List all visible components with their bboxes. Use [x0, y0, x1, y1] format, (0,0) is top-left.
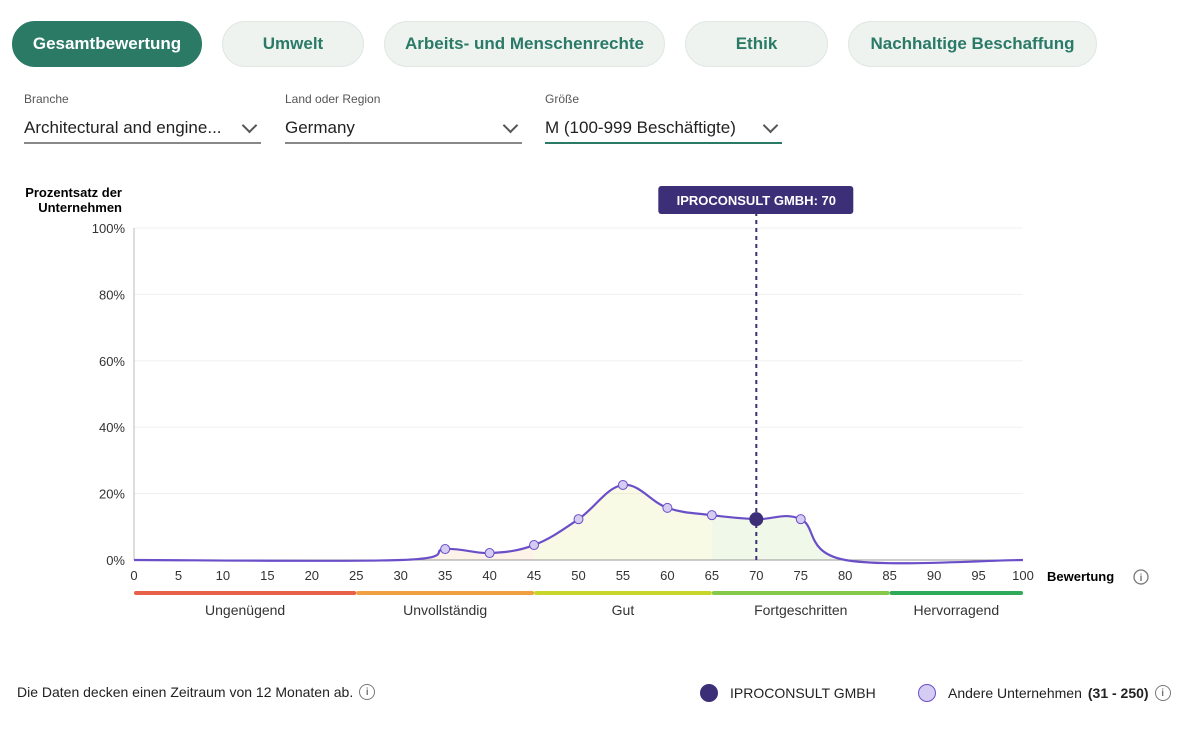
data-point [617, 479, 628, 490]
tab-nachhaltige-beschaffung[interactable]: Nachhaltige Beschaffung [848, 21, 1097, 67]
tab-arbeits-menschenrechte[interactable]: Arbeits- und Menschenrechte [384, 21, 665, 67]
legend-others-label: Andere Unternehmen [948, 685, 1082, 701]
rating-band-label: Ungenügend [205, 602, 285, 618]
legend-company: IPROCONSULT GMBH [700, 684, 876, 702]
y-tick-label: 100% [92, 221, 126, 236]
company-data-point [749, 512, 764, 527]
groesse-select[interactable]: M (100-999 Beschäftigte) [545, 114, 782, 144]
land-label: Land oder Region [285, 92, 381, 106]
x-tick-label: 100 [1012, 568, 1034, 583]
tab-umwelt[interactable]: Umwelt [222, 21, 364, 67]
info-icon[interactable]: i [359, 684, 376, 700]
area-band-fill [534, 484, 712, 560]
x-tick-label: 85 [882, 568, 896, 583]
x-tick-label: 10 [216, 568, 230, 583]
data-point [573, 514, 584, 525]
y-tick-label: 40% [99, 420, 125, 435]
y-tick-label: 80% [99, 287, 125, 302]
distribution-line [133, 483, 1024, 565]
land-select[interactable]: Germany [285, 114, 522, 144]
branche-filter: Branche Architectural and engine... [24, 92, 261, 144]
branche-value: Architectural and engine... [24, 118, 222, 137]
data-point [529, 540, 540, 551]
tab-ethik[interactable]: Ethik [685, 21, 828, 67]
legend-company-label: IPROCONSULT GMBH [730, 685, 876, 701]
x-tick-label: 45 [527, 568, 541, 583]
x-tick-label: 55 [616, 568, 630, 583]
rating-band-label: Hervorragend [914, 602, 1000, 618]
legend-others-range: (31 - 250) [1087, 685, 1149, 701]
y-tick-label: 20% [99, 487, 125, 502]
groesse-label: Größe [545, 92, 580, 106]
x-tick-label: 50 [571, 568, 585, 583]
y-axis-title: Prozentsatz der [25, 185, 122, 200]
x-tick-label: 25 [349, 568, 363, 583]
x-tick-label: 0 [130, 568, 137, 583]
x-tick-label: 5 [175, 568, 182, 583]
data-point [440, 544, 451, 555]
data-point [795, 514, 806, 525]
data-point [484, 548, 495, 559]
x-tick-label: 65 [705, 568, 719, 583]
x-axis-title: Bewertung [1047, 569, 1114, 584]
x-tick-label: 20 [305, 568, 319, 583]
rating-band-label: Gut [612, 602, 635, 618]
x-tick-label: 30 [393, 568, 407, 583]
info-icon[interactable]: i [1154, 685, 1171, 701]
y-axis-title: Unternehmen [38, 200, 122, 215]
x-tick-label: 90 [927, 568, 941, 583]
branche-select[interactable]: Architectural and engine... [24, 114, 261, 144]
x-tick-label: 60 [660, 568, 674, 583]
branche-label: Branche [24, 92, 69, 106]
data-point [706, 510, 717, 521]
legend-others-dot [918, 684, 936, 702]
y-tick-label: 60% [99, 354, 125, 369]
x-tick-label: 95 [971, 568, 985, 583]
x-tick-label: 70 [749, 568, 763, 583]
data-point [662, 502, 673, 513]
y-tick-label: 0% [106, 553, 125, 568]
info-icon [1133, 569, 1149, 585]
legend-others: Andere Unternehmen (31 - 250) i [918, 684, 1171, 702]
x-tick-label: 15 [260, 568, 274, 583]
groesse-filter: Größe M (100-999 Beschäftigte) [545, 92, 782, 144]
company-tooltip-text: IPROCONSULT GMBH: 70 [677, 193, 836, 208]
footer-note: Die Daten decken einen Zeitraum von 12 M… [17, 684, 376, 700]
tab-gesamtbewertung[interactable]: Gesamtbewertung [12, 21, 202, 67]
legend-company-dot [700, 684, 718, 702]
rating-band-label: Fortgeschritten [754, 602, 847, 618]
category-tabs: Gesamtbewertung Umwelt Arbeits- und Mens… [12, 21, 1097, 67]
groesse-value: M (100-999 Beschäftigte) [545, 118, 736, 137]
x-tick-label: 75 [794, 568, 808, 583]
footer-note-text: Die Daten decken einen Zeitraum von 12 M… [17, 684, 354, 700]
x-tick-label: 80 [838, 568, 852, 583]
land-filter: Land oder Region Germany [285, 92, 522, 144]
company-tooltip [658, 186, 854, 214]
info-icon-glyph: i [1140, 573, 1143, 584]
x-tick-label: 35 [438, 568, 452, 583]
rating-band-label: Unvollständig [403, 602, 487, 618]
land-value: Germany [285, 118, 355, 137]
x-tick-label: 40 [482, 568, 496, 583]
